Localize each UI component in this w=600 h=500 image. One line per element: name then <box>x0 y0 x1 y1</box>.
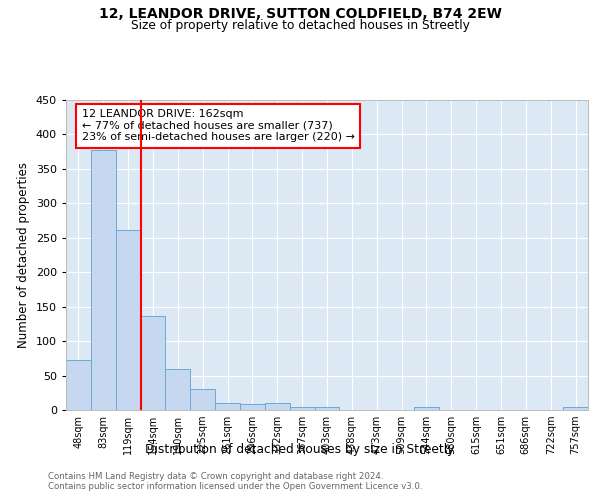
Y-axis label: Number of detached properties: Number of detached properties <box>17 162 30 348</box>
Text: Contains HM Land Registry data © Crown copyright and database right 2024.: Contains HM Land Registry data © Crown c… <box>48 472 383 481</box>
Text: Size of property relative to detached houses in Streetly: Size of property relative to detached ho… <box>131 18 469 32</box>
Bar <box>314 406 340 410</box>
Bar <box>91 150 116 410</box>
Text: Distribution of detached houses by size in Streetly: Distribution of detached houses by size … <box>145 442 455 456</box>
Bar <box>265 403 290 410</box>
Bar <box>414 406 439 410</box>
Text: 12 LEANDOR DRIVE: 162sqm
← 77% of detached houses are smaller (737)
23% of semi-: 12 LEANDOR DRIVE: 162sqm ← 77% of detach… <box>82 110 355 142</box>
Bar <box>166 368 190 410</box>
Bar <box>215 403 240 410</box>
Bar <box>190 388 215 410</box>
Bar <box>66 360 91 410</box>
Bar <box>240 404 265 410</box>
Bar <box>140 316 166 410</box>
Bar <box>563 406 588 410</box>
Bar <box>116 230 140 410</box>
Bar <box>290 406 314 410</box>
Text: Contains public sector information licensed under the Open Government Licence v3: Contains public sector information licen… <box>48 482 422 491</box>
Text: 12, LEANDOR DRIVE, SUTTON COLDFIELD, B74 2EW: 12, LEANDOR DRIVE, SUTTON COLDFIELD, B74… <box>98 8 502 22</box>
